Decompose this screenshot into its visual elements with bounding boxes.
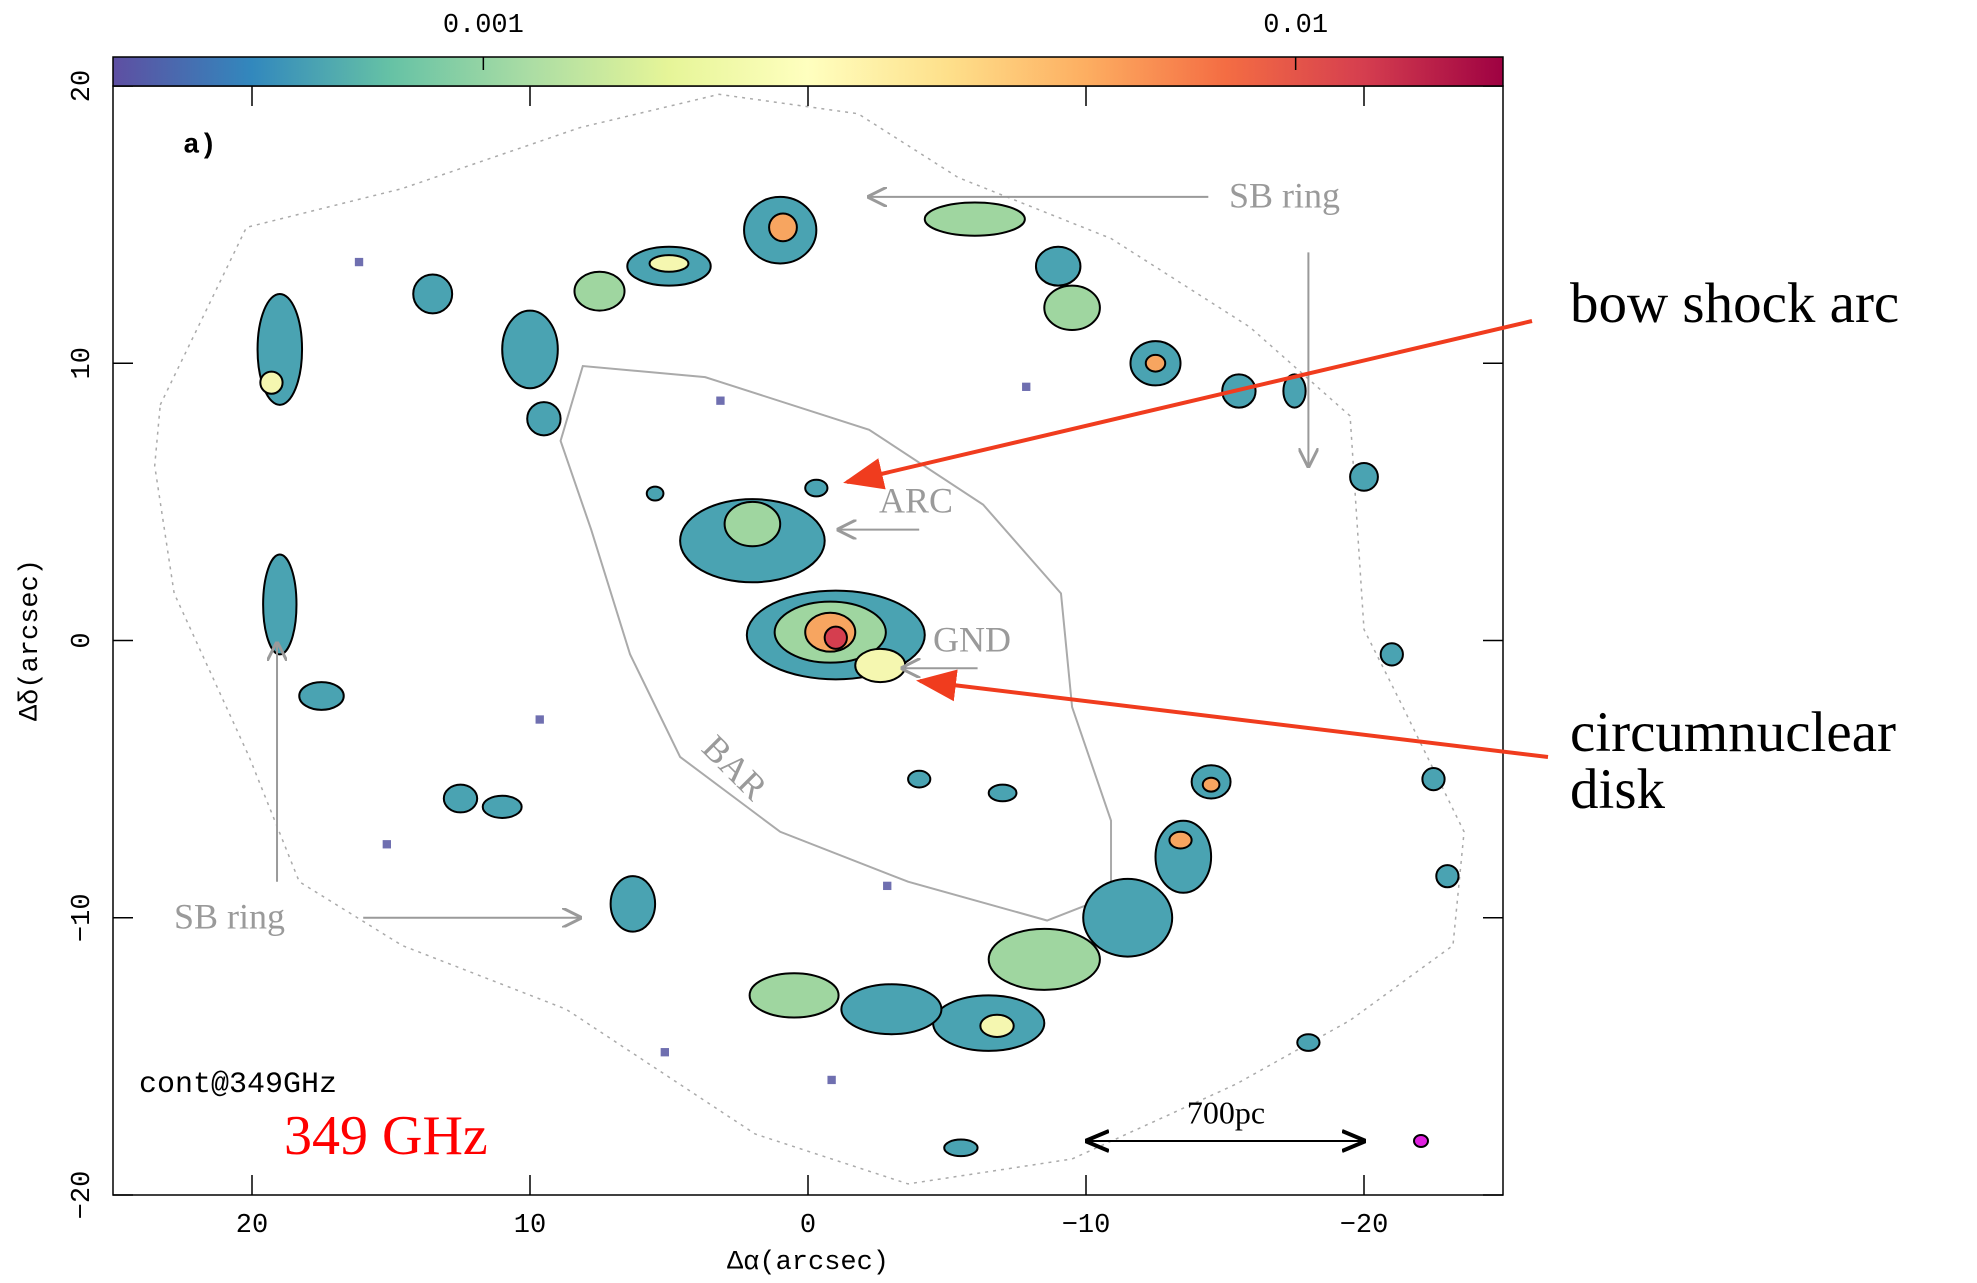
- x-tick-label: −20: [1340, 1211, 1389, 1241]
- callout: disk: [1570, 758, 1666, 821]
- beam: [1414, 1135, 1428, 1147]
- colorbar: [113, 57, 1503, 86]
- y-tick-label: 0: [68, 632, 98, 648]
- y-tick-label: −10: [68, 893, 98, 942]
- y-tick-label: 10: [68, 347, 98, 379]
- annotation: GND: [933, 619, 1011, 659]
- callout-arrow: [847, 321, 1532, 482]
- y-tick-label: 20: [68, 70, 98, 102]
- x-tick-label: −10: [1062, 1211, 1111, 1241]
- y-tick-label: −20: [68, 1171, 98, 1220]
- colorbar-tick-label: 0.001: [443, 11, 524, 41]
- emission-map: [155, 94, 1464, 1184]
- callout-arrow: [920, 681, 1548, 757]
- callout: circumnuclear: [1570, 701, 1896, 764]
- emission-blobs: [258, 197, 1459, 1156]
- callout: bow shock arc: [1570, 272, 1899, 335]
- panel-label: a): [183, 130, 217, 161]
- annotation: BAR: [694, 727, 775, 808]
- chart: a) SB ring ARC GND BAR SB ring cont@349G…: [0, 0, 1977, 1283]
- annotation: 700pc: [1187, 1094, 1265, 1130]
- x-tick-label: 20: [236, 1211, 268, 1241]
- x-tick-label: 0: [800, 1211, 816, 1241]
- annotation: 349 GHz: [284, 1105, 488, 1167]
- annotation: SB ring: [174, 896, 285, 936]
- annotation: SB ring: [1229, 175, 1340, 215]
- annotation: ARC: [879, 480, 953, 520]
- y-axis-label: Δδ(arcsec): [16, 559, 46, 721]
- x-tick-label: 10: [514, 1211, 546, 1241]
- annotation: cont@349GHz: [139, 1068, 337, 1102]
- x-axis-label: Δα(arcsec): [727, 1248, 889, 1278]
- colorbar-tick-label: 0.01: [1263, 11, 1328, 41]
